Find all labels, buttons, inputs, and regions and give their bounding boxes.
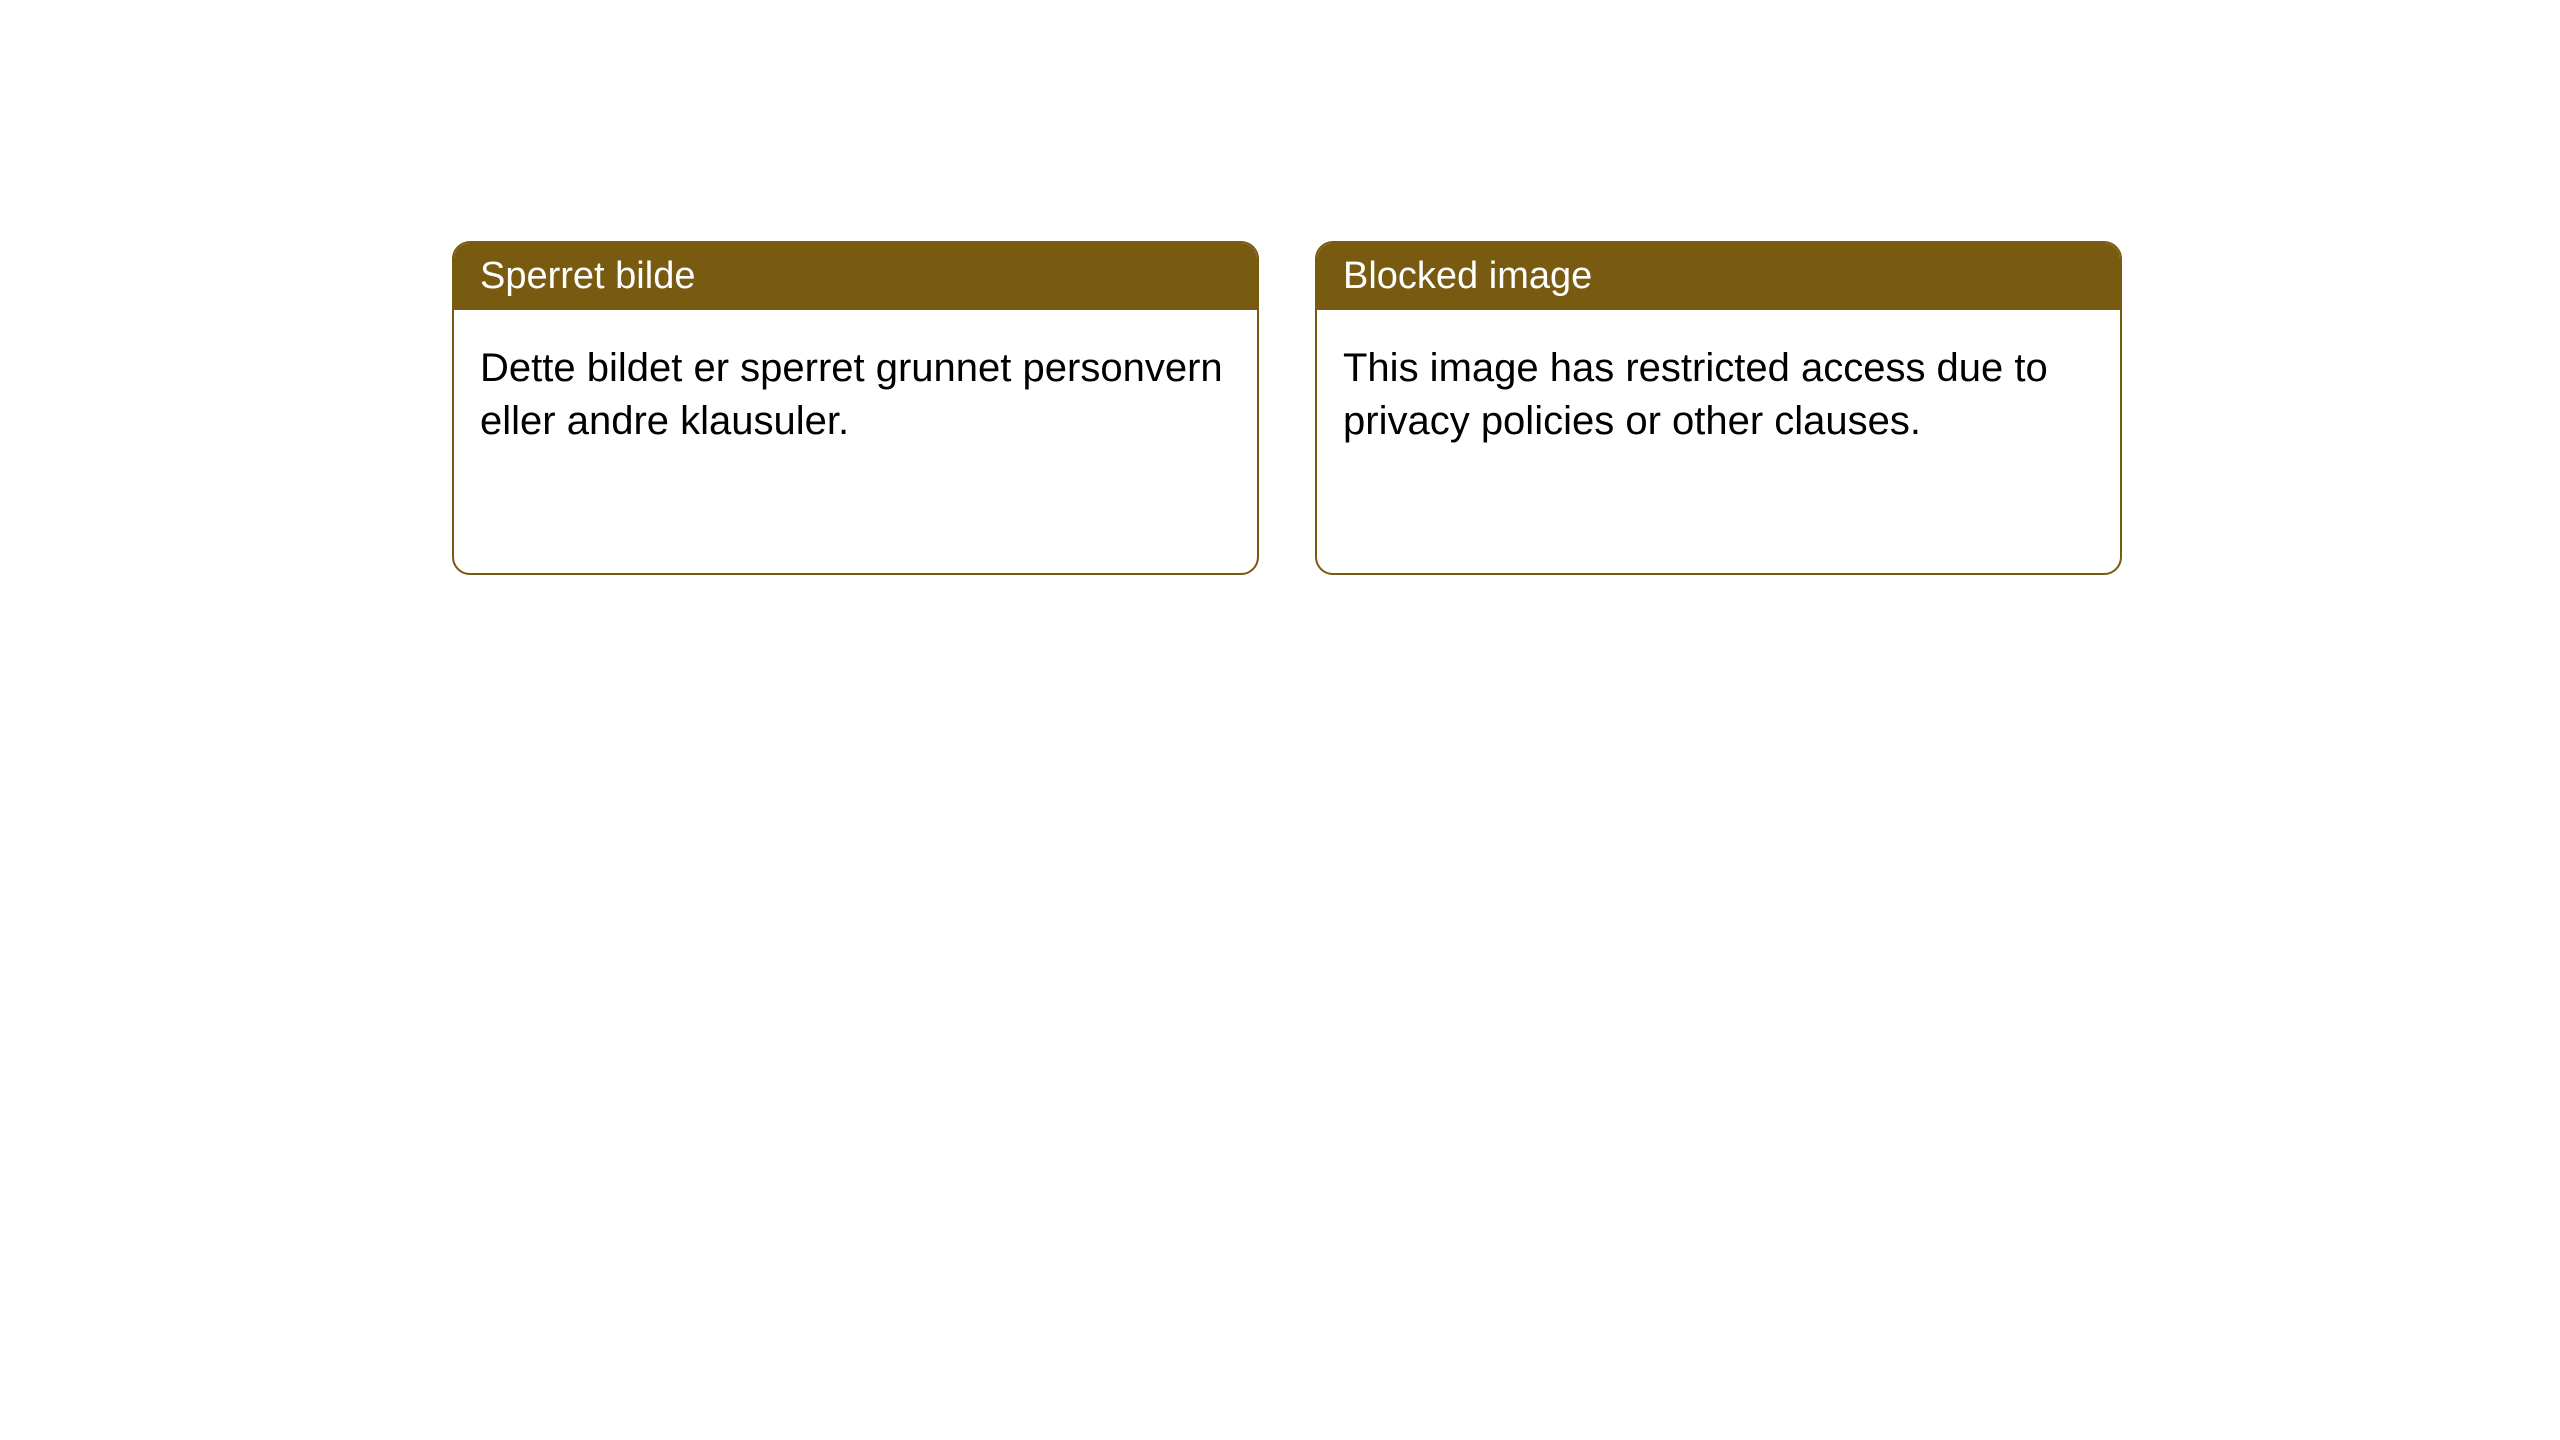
card-header: Sperret bilde	[454, 243, 1257, 310]
notice-container: Sperret bilde Dette bildet er sperret gr…	[0, 0, 2560, 575]
card-body-text: This image has restricted access due to …	[1343, 346, 2048, 443]
notice-card-norwegian: Sperret bilde Dette bildet er sperret gr…	[452, 241, 1259, 575]
notice-card-english: Blocked image This image has restricted …	[1315, 241, 2122, 575]
card-title: Sperret bilde	[480, 255, 695, 297]
card-body: This image has restricted access due to …	[1317, 310, 2120, 480]
card-body-text: Dette bildet er sperret grunnet personve…	[480, 346, 1223, 443]
card-title: Blocked image	[1343, 255, 1592, 297]
card-body: Dette bildet er sperret grunnet personve…	[454, 310, 1257, 480]
card-header: Blocked image	[1317, 243, 2120, 310]
